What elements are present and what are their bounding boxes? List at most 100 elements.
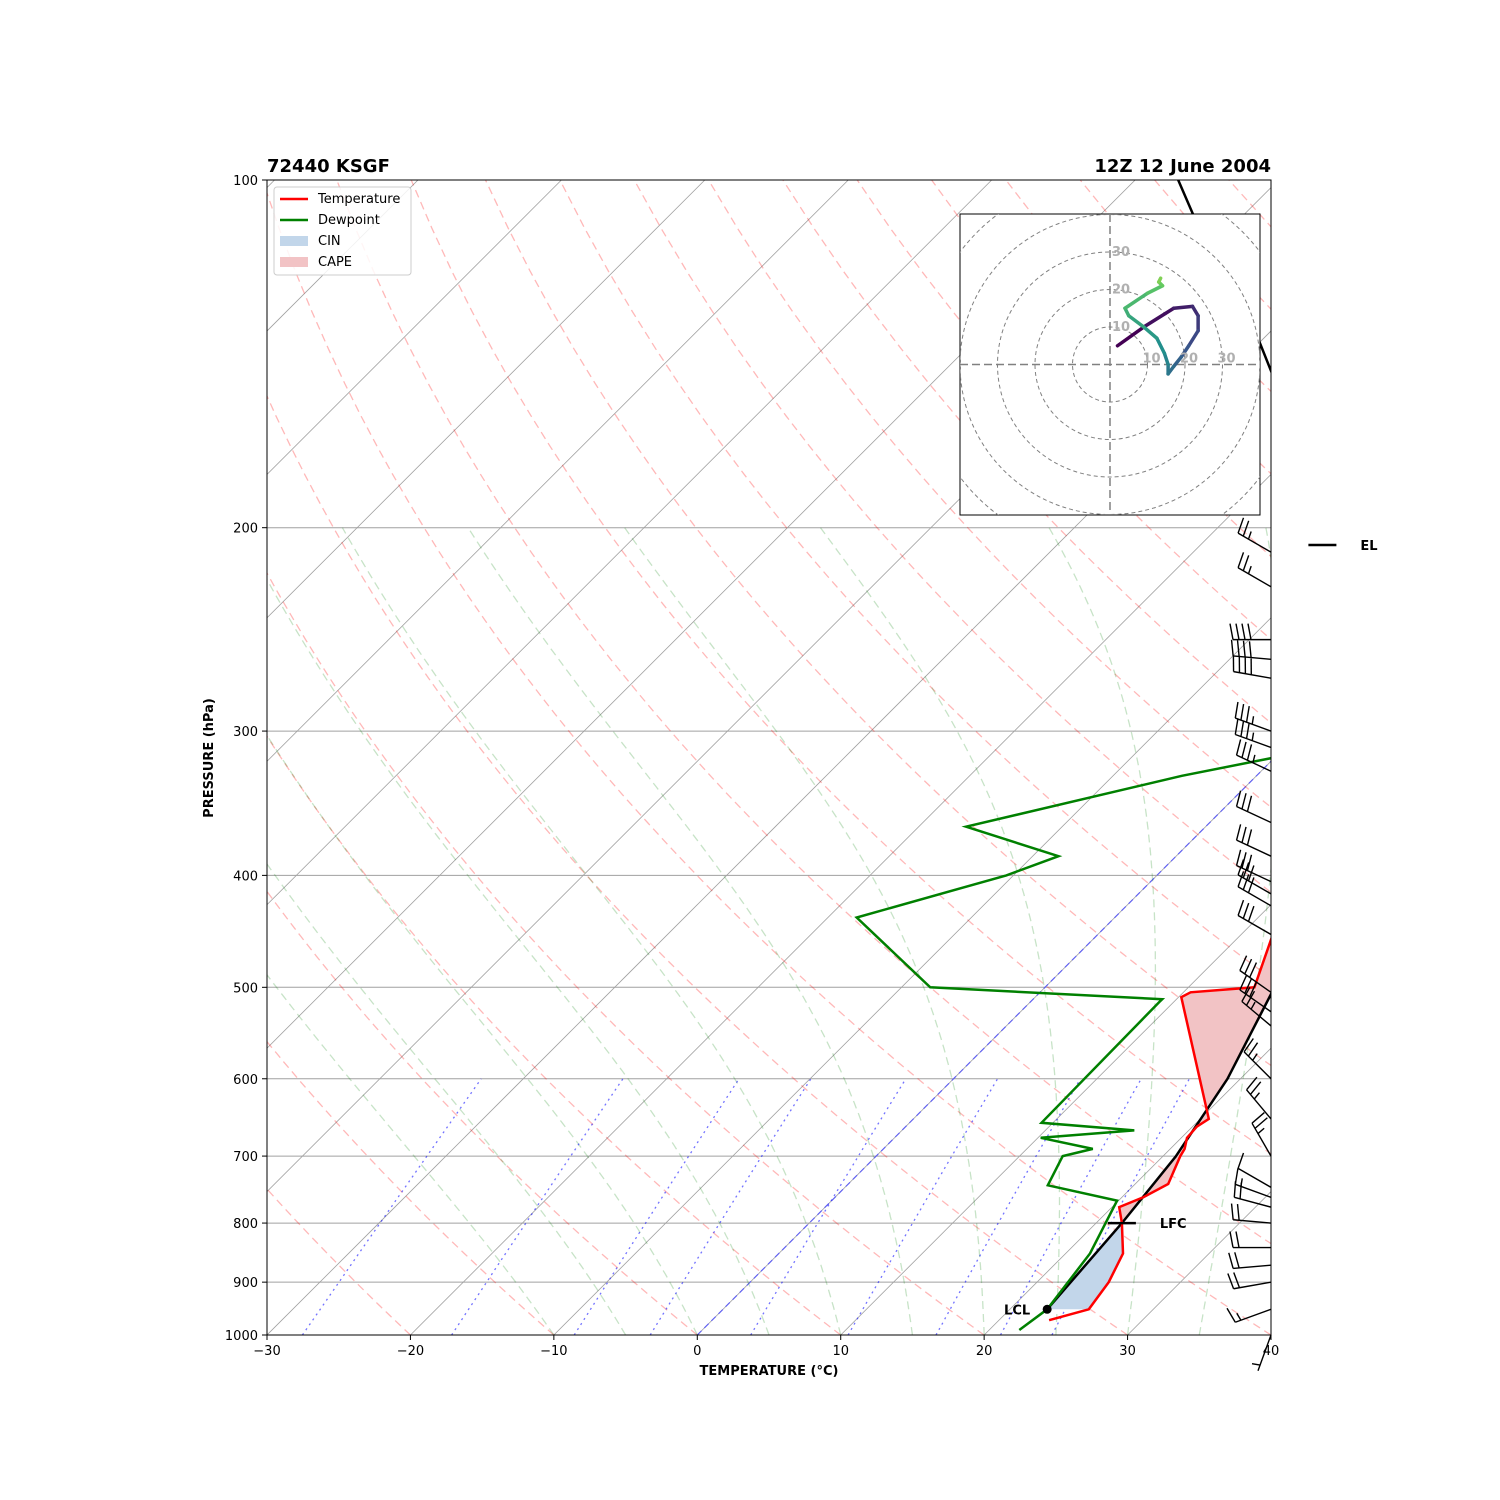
hodograph-plot: [960, 214, 1260, 515]
hodograph-ring-label: 20: [1112, 283, 1130, 298]
wind-barb-full: [1230, 1203, 1234, 1220]
wind-barb-full: [1237, 517, 1245, 534]
hodograph-trace-segment: [1123, 291, 1150, 310]
wind-barb: [1239, 955, 1272, 993]
wind-barb: [1246, 1076, 1272, 1120]
dry-adiabat: [267, 571, 985, 1335]
cape-area: [1119, 939, 1271, 1224]
hodograph-trace-segment: [1172, 304, 1195, 310]
wind-barb-staff: [1233, 670, 1272, 679]
dry-adiabat: [410, 180, 1271, 1155]
hodograph-axis-label: 30: [1217, 352, 1235, 367]
hodograph-trace-segment: [1162, 351, 1170, 367]
wind-barb: [1251, 1334, 1272, 1371]
legend-cin-label: CIN: [318, 234, 341, 249]
moist-adiabat: [1270, 1332, 1271, 1335]
lfc-label: LFC: [1160, 1217, 1187, 1232]
wind-barb: [1235, 849, 1272, 883]
isotherm--10: [553, 617, 1271, 1335]
isotherm--120: [0, 180, 131, 1335]
wind-barb-half: [1252, 754, 1256, 763]
wind-barb-half: [1247, 531, 1252, 540]
dry-adiabat: [1303, 180, 1500, 1335]
wind-barb-half: [1251, 1363, 1261, 1366]
wind-barb-full: [1247, 1042, 1259, 1057]
wind-barb-full: [1234, 701, 1239, 719]
wind-barb: [1235, 790, 1272, 824]
wind-barb: [1237, 1152, 1272, 1188]
wind-barb-full: [1249, 1081, 1262, 1095]
isotherm--90: [267, 180, 562, 475]
dry-adiabat: [336, 180, 1271, 1245]
wind-barb: [1237, 517, 1272, 553]
wind-barb: [1237, 552, 1272, 588]
wind-barb: [1226, 1307, 1272, 1323]
isotherm--60: [267, 180, 992, 906]
legend-cin-swatch: [280, 236, 308, 246]
wind-barb-staff: [1233, 655, 1272, 660]
wind-barb-full: [1226, 1307, 1236, 1323]
moist-adiabat: [267, 973, 555, 1335]
wind-barb-full: [1237, 871, 1245, 888]
wind-barb-staff: [1251, 1122, 1272, 1157]
wind-barb-full: [1243, 1038, 1254, 1053]
station-title: 72440 KSGF: [267, 156, 390, 177]
wind-barb-staff: [1237, 914, 1272, 936]
dry-adiabat: [267, 394, 1128, 1335]
isotherm-10: [840, 904, 1271, 1335]
wind-barb-full: [1241, 741, 1247, 758]
moist-adiabat: [1048, 527, 1157, 1335]
wind-barb-half: [1253, 1092, 1260, 1100]
wind-barb-full: [1234, 1252, 1240, 1269]
moist-adiabat: [267, 578, 770, 1335]
legend-box: [273, 186, 412, 276]
wind-barb-staff: [1236, 839, 1272, 857]
wind-barb-full: [1246, 795, 1253, 812]
hodograph-trace-segment: [1187, 329, 1200, 348]
wind-barb-full: [1234, 718, 1239, 735]
wind-barb: [1234, 718, 1272, 749]
legend-cape-swatch: [280, 257, 308, 267]
wind-barb-full: [1235, 739, 1242, 756]
wind-barb-half: [1247, 565, 1252, 575]
moist-adiabat: [341, 527, 842, 1335]
wind-barb-full: [1245, 722, 1250, 739]
wind-barb: [1234, 701, 1272, 732]
hodograph-inset: 10 20 30 10 20 30: [959, 213, 1261, 516]
legend: Temperature Dewpoint CIN CAPE: [273, 186, 412, 276]
y-tick-label: 800: [233, 1217, 258, 1232]
el-label: EL: [1360, 539, 1377, 554]
wind-barb: [1230, 1203, 1272, 1224]
hodograph-trace-segment: [1179, 344, 1191, 359]
wind-barb-half: [1251, 732, 1255, 741]
x-tick-label: 30: [1119, 1344, 1136, 1359]
dry-adiabat: [267, 1334, 268, 1335]
wind-barb-full: [1235, 824, 1242, 841]
zero-isotherm: [696, 760, 1271, 1335]
wind-barb-staff: [1236, 864, 1272, 883]
moist-adiabat: [267, 862, 627, 1335]
wind-barb: [1235, 739, 1272, 772]
wind-barb-staff: [1233, 1219, 1272, 1224]
hodograph-trace-segment: [1157, 276, 1163, 284]
wind-barb-full: [1237, 899, 1245, 916]
isotherm-20: [983, 1047, 1271, 1335]
wind-barb-full: [1246, 854, 1253, 871]
wind-barb-full: [1242, 520, 1250, 537]
wind-barb-full: [1239, 955, 1248, 971]
isotherm--20: [410, 473, 1271, 1335]
wind-barb-full: [1229, 623, 1234, 640]
hodograph-trace-segment: [1142, 325, 1159, 340]
wind-barb-full: [1244, 958, 1253, 975]
wind-barb: [1230, 639, 1272, 660]
wind-barb-full: [1236, 1204, 1240, 1221]
wind-barb-half: [1250, 1001, 1256, 1010]
wind-barb-staff: [1237, 532, 1272, 553]
y-tick-label: 700: [233, 1150, 258, 1165]
legend-temperature-label: Temperature: [317, 192, 400, 207]
wind-barb-full: [1247, 865, 1255, 882]
wind-barb-half: [1240, 1178, 1243, 1187]
hodograph-ring-label: 10: [1112, 320, 1130, 335]
moist-adiabat: [467, 527, 914, 1335]
